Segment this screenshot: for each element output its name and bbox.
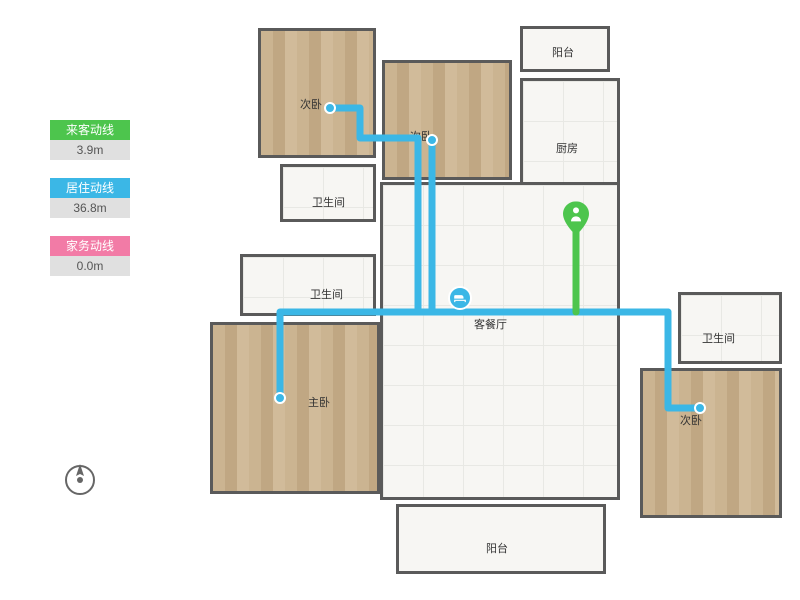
room-次卧2 — [382, 60, 512, 180]
path-endpoint-0 — [324, 102, 336, 114]
room-label-主卧: 主卧 — [308, 394, 330, 410]
path-endpoint-3 — [694, 402, 706, 414]
room-次卧3 — [640, 368, 782, 518]
room-label-卫生间2: 卫生间 — [310, 286, 343, 302]
room-label-卫生间1: 卫生间 — [312, 194, 345, 210]
path-legend: 来客动线 3.9m 居住动线 36.8m 家务动线 0.0m — [50, 120, 130, 294]
room-label-客餐厅: 客餐厅 — [474, 316, 507, 332]
legend-label-housework: 家务动线 — [50, 236, 130, 256]
floor-plan: 次卧次卧阳台厨房卫生间卫生间主卧客餐厅阳台卫生间次卧 — [180, 10, 790, 590]
path-endpoint-2 — [274, 392, 286, 404]
room-卫生间3 — [678, 292, 782, 364]
room-次卧 — [258, 28, 376, 158]
room-阳台2 — [396, 504, 606, 574]
room-卫生间2 — [240, 254, 376, 316]
room-label-厨房: 厨房 — [556, 140, 578, 156]
legend-label-living: 居住动线 — [50, 178, 130, 198]
room-主卧 — [210, 322, 380, 494]
legend-value-housework: 0.0m — [50, 256, 130, 276]
legend-item-housework: 家务动线 0.0m — [50, 236, 130, 276]
room-卫生间1 — [280, 164, 376, 222]
entrance-marker — [563, 201, 589, 235]
legend-label-guest: 来客动线 — [50, 120, 130, 140]
room-label-次卧: 次卧 — [300, 96, 322, 112]
room-label-卫生间3: 卫生间 — [702, 330, 735, 346]
legend-value-guest: 3.9m — [50, 140, 130, 160]
room-label-阳台2: 阳台 — [486, 540, 508, 556]
room-label-阳台1: 阳台 — [552, 44, 574, 60]
path-endpoint-1 — [426, 134, 438, 146]
bed-icon — [453, 291, 467, 305]
compass-icon — [60, 460, 100, 500]
legend-value-living: 36.8m — [50, 198, 130, 218]
room-label-次卧3: 次卧 — [680, 412, 702, 428]
living-marker — [448, 286, 472, 310]
room-厨房 — [520, 78, 620, 196]
legend-item-living: 居住动线 36.8m — [50, 178, 130, 218]
legend-item-guest: 来客动线 3.9m — [50, 120, 130, 160]
